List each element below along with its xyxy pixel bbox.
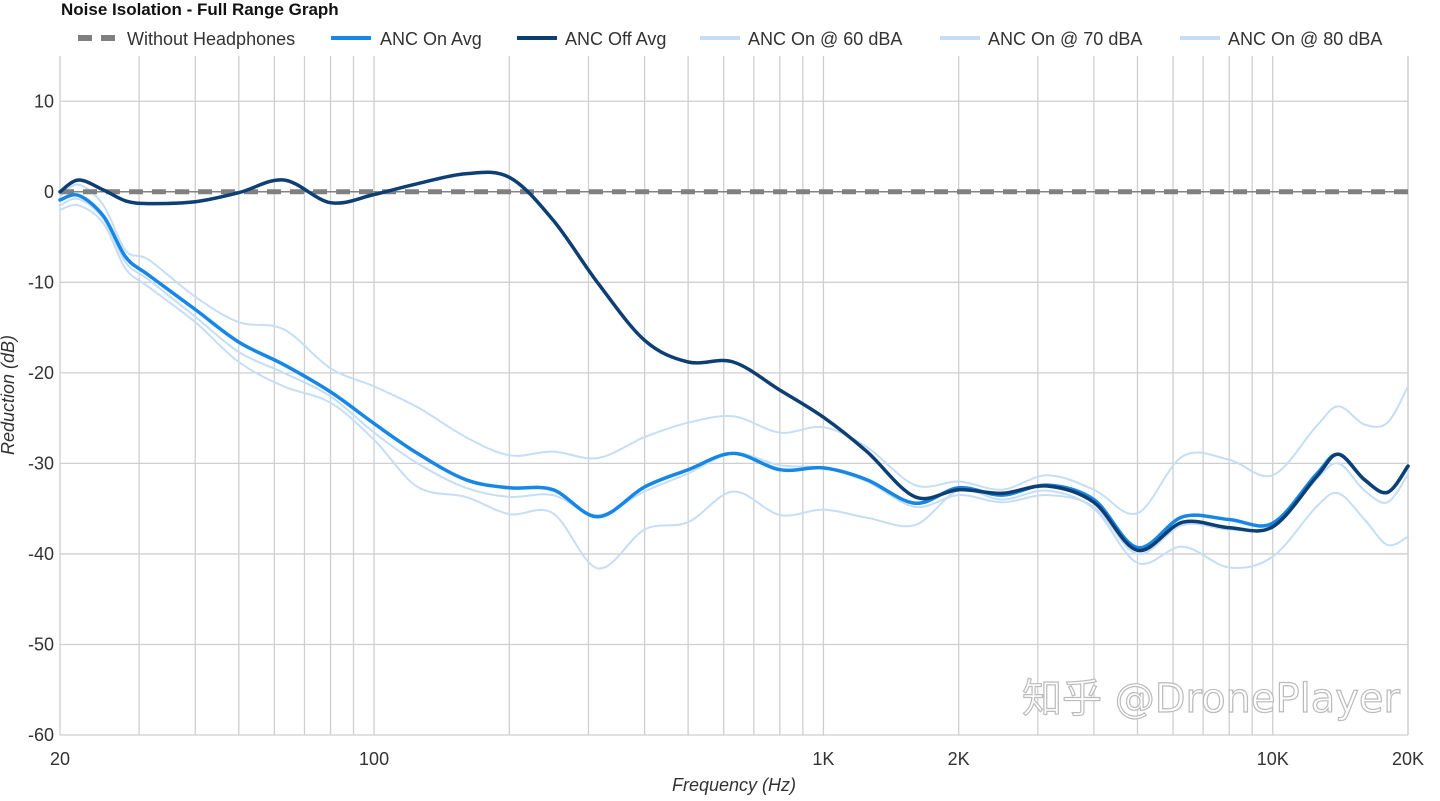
x-tick-label: 1K (812, 749, 834, 769)
series-line-anc-on-avg (58, 193, 1410, 550)
legend-label: ANC On @ 70 dBA (988, 29, 1142, 49)
legend-item: ANC On @ 70 dBA (940, 29, 1142, 49)
legend-item: Without Headphones (78, 29, 295, 49)
legend-label: ANC On Avg (380, 29, 482, 49)
legend-item: ANC Off Avg (517, 29, 666, 49)
x-tick-label: 2K (948, 749, 970, 769)
legend-item: ANC On @ 60 dBA (700, 29, 902, 49)
chart-title: Noise Isolation - Full Range Graph (61, 0, 339, 19)
x-tick-labels: 20 100 1K 2K 10K 20K (50, 749, 1424, 769)
grid (59, 56, 1409, 736)
y-tick-label: -20 (28, 363, 54, 383)
y-tick-label: -60 (28, 725, 54, 745)
legend-label: Without Headphones (127, 29, 295, 49)
x-tick-label: 10K (1257, 749, 1289, 769)
x-tick-label: 20 (50, 749, 70, 769)
y-tick-label: -50 (28, 634, 54, 654)
series-line-anc-off-avg (58, 170, 1410, 553)
x-tick-label: 100 (359, 749, 389, 769)
series-line-anc-on-60-dba (59, 183, 1409, 516)
x-axis-title: Frequency (Hz) (672, 775, 796, 795)
legend-item: ANC On @ 80 dBA (1180, 29, 1382, 49)
legend-label: ANC On @ 60 dBA (748, 29, 902, 49)
y-tick-label: -30 (28, 453, 54, 473)
y-tick-label: -40 (28, 544, 54, 564)
legend: Without Headphones ANC On Avg ANC Off Avg A… (78, 29, 1382, 49)
y-axis-title: Reduction (dB) (0, 335, 18, 455)
legend-label: ANC On @ 80 dBA (1228, 29, 1382, 49)
x-tick-label: 20K (1392, 749, 1424, 769)
legend-label: ANC Off Avg (565, 29, 666, 49)
watermark-text: 知乎 @DronePlayer (1022, 676, 1401, 722)
y-tick-label: 0 (44, 182, 54, 202)
y-tick-labels: 10 0 -10 -20 -30 -40 -50 -60 (28, 91, 54, 745)
y-tick-label: 10 (34, 91, 54, 111)
y-tick-label: -10 (28, 272, 54, 292)
watermark: 知乎 @DronePlayer (1021, 675, 1401, 722)
series-line-anc-on-80-dba (59, 203, 1409, 570)
series-lines (58, 170, 1410, 570)
legend-item: ANC On Avg (331, 29, 482, 49)
